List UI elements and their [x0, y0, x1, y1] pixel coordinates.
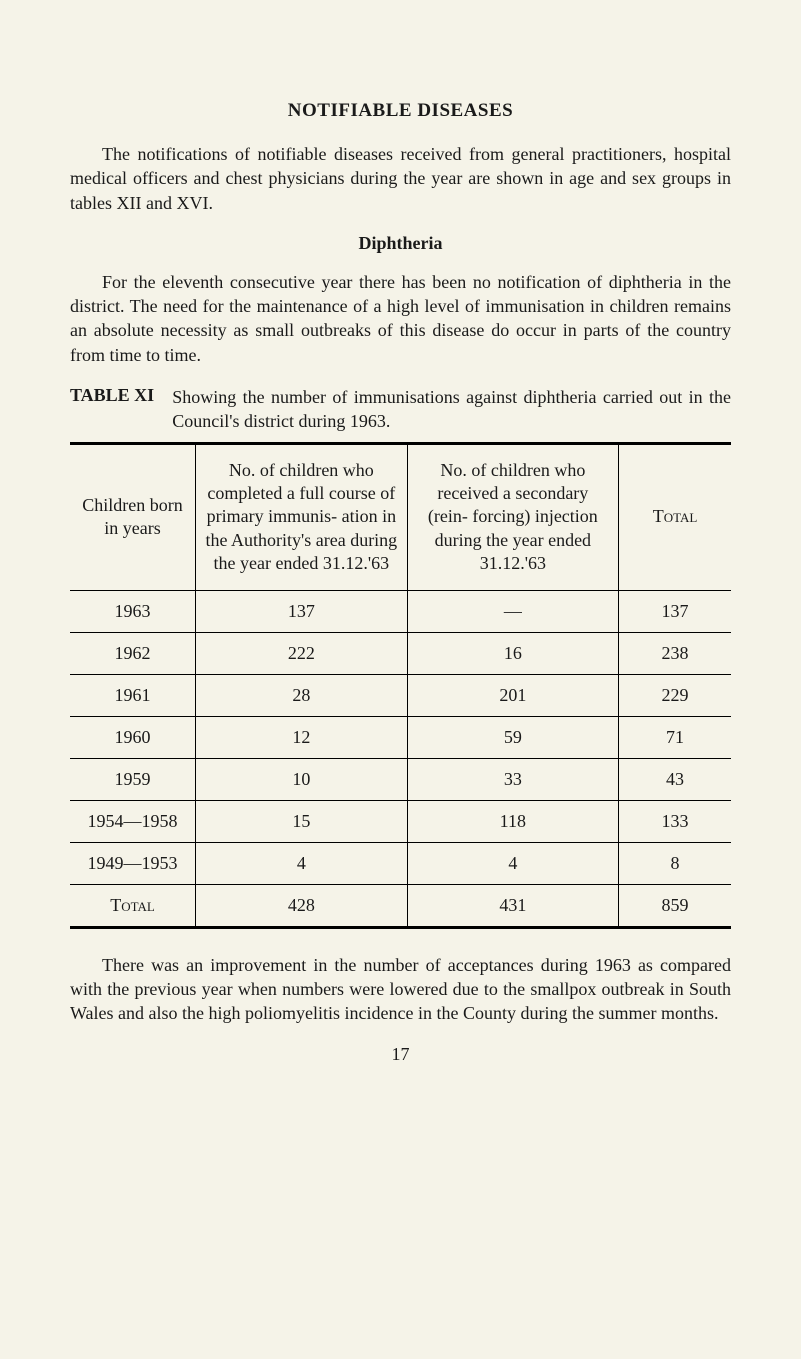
table-description: Showing the number of immunisations agai… [172, 385, 731, 434]
table-footer-primary: 428 [196, 884, 408, 927]
table-caption: TABLE XI Showing the number of immunisat… [70, 385, 731, 434]
table-row: 196222216238 [70, 632, 731, 674]
table-header-year: Children born in years [70, 443, 196, 590]
cell-primary: 12 [196, 716, 408, 758]
cell-year: 1963 [70, 590, 196, 632]
cell-primary: 10 [196, 758, 408, 800]
cell-year: 1959 [70, 758, 196, 800]
table-row: 1949—1953448 [70, 842, 731, 884]
subheading-diphtheria: Diphtheria [70, 233, 731, 254]
table-header-secondary: No. of children who received a secondary… [407, 443, 619, 590]
table-label: TABLE XI [70, 385, 172, 434]
table-footer-secondary: 431 [407, 884, 619, 927]
cell-secondary: 4 [407, 842, 619, 884]
cell-total: 229 [619, 674, 731, 716]
cell-primary: 15 [196, 800, 408, 842]
cell-total: 137 [619, 590, 731, 632]
cell-secondary: 33 [407, 758, 619, 800]
table-row: 1960125971 [70, 716, 731, 758]
cell-primary: 137 [196, 590, 408, 632]
cell-secondary: 118 [407, 800, 619, 842]
cell-year: 1962 [70, 632, 196, 674]
cell-total: 238 [619, 632, 731, 674]
cell-primary: 4 [196, 842, 408, 884]
cell-primary: 28 [196, 674, 408, 716]
table-row: 1954—195815118133 [70, 800, 731, 842]
cell-year: 1960 [70, 716, 196, 758]
table-row: 1963137—137 [70, 590, 731, 632]
intro-paragraph: The notifications of notifiable diseases… [70, 142, 731, 215]
table-header-primary: No. of children who completed a full cou… [196, 443, 408, 590]
cell-total: 43 [619, 758, 731, 800]
cell-year: 1949—1953 [70, 842, 196, 884]
table-footer-label: Total [70, 884, 196, 927]
cell-primary: 222 [196, 632, 408, 674]
cell-secondary: — [407, 590, 619, 632]
cell-year: 1961 [70, 674, 196, 716]
cell-total: 8 [619, 842, 731, 884]
immunisation-table: Children born in years No. of children w… [70, 442, 731, 929]
cell-secondary: 201 [407, 674, 619, 716]
cell-year: 1954—1958 [70, 800, 196, 842]
diphtheria-paragraph: For the eleventh consecutive year there … [70, 270, 731, 367]
cell-total: 133 [619, 800, 731, 842]
table-footer-total: 859 [619, 884, 731, 927]
table-row: 196128201229 [70, 674, 731, 716]
table-header-total: Total [619, 443, 731, 590]
closing-paragraph: There was an improvement in the number o… [70, 953, 731, 1026]
page-number: 17 [70, 1044, 731, 1065]
table-row: 1959103343 [70, 758, 731, 800]
page-title: NOTIFIABLE DISEASES [70, 100, 731, 122]
cell-secondary: 16 [407, 632, 619, 674]
cell-secondary: 59 [407, 716, 619, 758]
cell-total: 71 [619, 716, 731, 758]
